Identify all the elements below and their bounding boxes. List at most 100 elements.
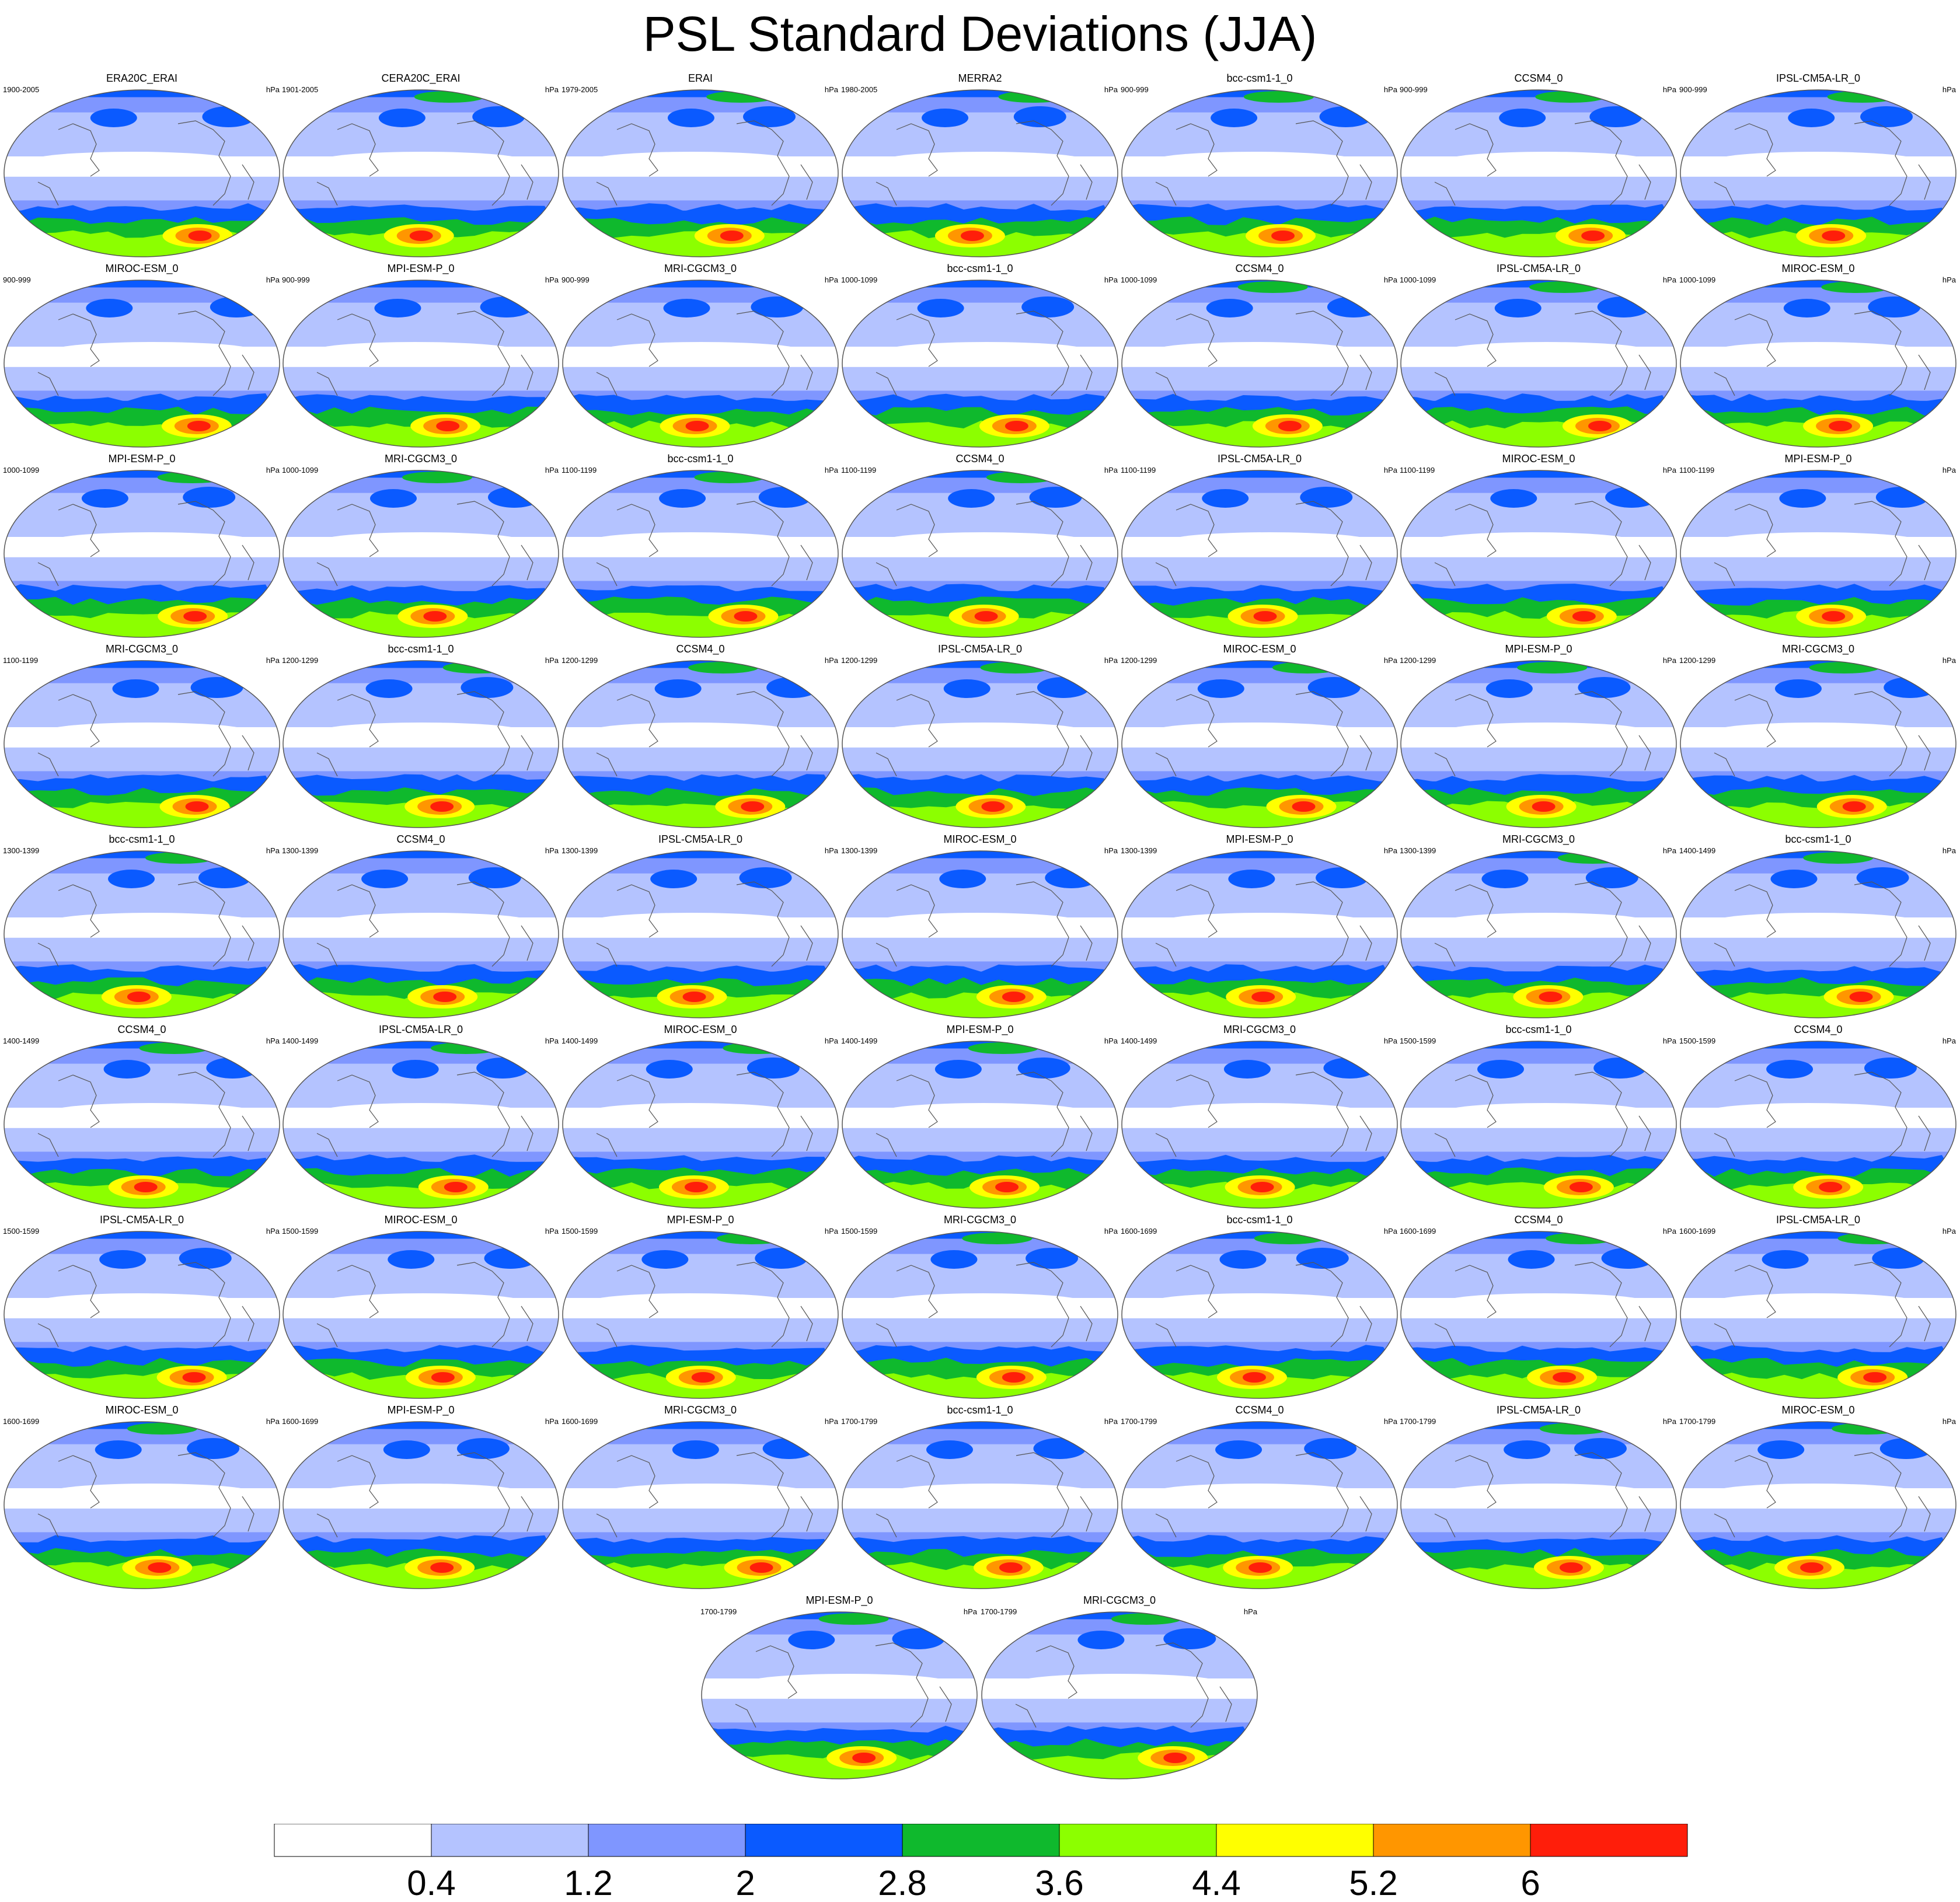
panel-title: MRI-CGCM3_0 [1781,643,1854,655]
map-panel: IPSL-CM5A-LR_0 1400-1499 hPa [282,1022,560,1209]
map-panel: IPSL-CM5A-LR_0 1000-1099 hPa [1400,261,1677,448]
map-graphic [4,1231,280,1399]
panel-years: 900-999 [3,275,31,284]
panel-units: hPa [1942,85,1956,94]
panel-title: CCSM4_0 [1514,72,1563,84]
panel-years: 1700-1799 [1400,1417,1436,1426]
map-graphic [562,1421,839,1589]
map-graphic [4,89,280,257]
panel-units: hPa [824,466,838,474]
panel-units: hPa [1942,846,1956,855]
panel-units: hPa [824,846,838,855]
map-graphic [562,89,839,257]
panel-units: hPa [824,1036,838,1045]
panel-units: hPa [1383,1417,1397,1426]
panel-years: 1600-1699 [3,1417,40,1426]
panel-units: hPa [1104,466,1118,474]
map-panel: MRI-CGCM3_0 1700-1799 hPa [981,1593,1258,1779]
panel-units: hPa [824,275,838,284]
map-panel: MIROC-ESM_0 1600-1699 hPa [3,1403,281,1589]
panel-title: CCSM4_0 [1235,263,1284,274]
panel-units: hPa [266,466,280,474]
colorbar-tick-label: 6 [1520,1863,1540,1902]
panel-units: hPa [1104,1036,1118,1045]
panel-title: ERAI [688,72,713,84]
panel-years: 1300-1399 [562,846,598,855]
map-graphic [842,1231,1118,1399]
panel-units: hPa [266,1036,280,1045]
map-panel: CCSM4_0 1500-1599 hPa [1679,1022,1957,1209]
panel-units: hPa [1942,466,1956,474]
map-panel: MRI-CGCM3_0 1200-1299 hPa [1679,642,1957,828]
panel-title: CCSM4_0 [396,833,445,845]
panel-title: IPSL-CM5A-LR_0 [378,1024,463,1035]
panel-units: hPa [824,85,838,94]
panel-title: bcc-csm1-1_0 [1226,1214,1293,1226]
colorbar-tick-label: 1.2 [564,1863,612,1902]
panel-years: 1901-2005 [282,85,319,94]
panel-years: 1400-1499 [3,1036,40,1045]
map-panel: MPI-ESM-P_0 1200-1299 hPa [1400,642,1677,828]
panel-years: 1000-1099 [841,275,878,284]
map-graphic [701,1611,978,1779]
map-graphic [842,89,1118,257]
panel-title: CCSM4_0 [676,643,725,655]
panel-years: 1400-1499 [282,1036,319,1045]
colorbar-swatch [1530,1824,1688,1857]
map-graphic [1680,660,1956,828]
map-panel: CCSM4_0 1400-1499 hPa [3,1022,281,1209]
panel-title: IPSL-CM5A-LR_0 [99,1214,184,1226]
map-graphic [1400,1231,1677,1399]
panel-title: ERA20C_ERAI [106,72,178,84]
panel-years: 1100-1199 [562,466,597,474]
map-graphic [4,660,280,828]
map-graphic [283,89,559,257]
panel-units: hPa [1942,1227,1956,1236]
panel-years: 900-999 [562,275,590,284]
panel-units: hPa [1662,656,1676,665]
map-panel: bcc-csm1-1_0 900-999 hPa [1121,71,1398,257]
panel-years: 1500-1599 [1400,1036,1436,1045]
map-panel: MPI-ESM-P_0 1300-1399 hPa [1121,832,1398,1018]
panel-units: hPa [1383,466,1397,474]
panel-title: IPSL-CM5A-LR_0 [1776,72,1861,84]
map-panel: MIROC-ESM_0 1400-1499 hPa [562,1022,839,1209]
map-graphic [283,1041,559,1209]
panel-units: hPa [266,846,280,855]
panel-years: 1700-1799 [1679,1417,1716,1426]
panel-years: 1200-1299 [1400,656,1436,665]
panel-units: hPa [824,1227,838,1236]
map-panel: ERA20C_ERAI 1900-2005 hPa [3,71,281,257]
panel-title: MRI-CGCM3_0 [664,263,737,274]
panel-units: hPa [545,275,559,284]
map-graphic [1680,850,1956,1018]
panel-title: CCSM4_0 [1235,1404,1284,1416]
colorbar-swatch [1059,1824,1217,1857]
panel-years: 1100-1199 [3,656,39,665]
map-panel: IPSL-CM5A-LR_0 1700-1799 hPa [1400,1403,1677,1589]
panel-title: MPI-ESM-P_0 [387,1404,455,1416]
panel-units: hPa [1383,275,1397,284]
map-panel: MRI-CGCM3_0 1300-1399 hPa [1400,832,1677,1018]
panel-units: hPa [545,1227,559,1236]
panel-units: hPa [545,1417,559,1426]
map-panel: MPI-ESM-P_0 1000-1099 hPa [3,452,281,638]
panel-years: 900-999 [1400,85,1428,94]
panel-years: 1100-1199 [1400,466,1435,474]
panel-years: 1300-1399 [1400,846,1436,855]
panel-years: 1000-1099 [1121,275,1157,284]
map-panel: IPSL-CM5A-LR_0 900-999 hPa [1679,71,1957,257]
panel-years: 1400-1499 [1121,1036,1157,1045]
panel-years: 1300-1399 [1121,846,1157,855]
panel-years: 1500-1599 [1679,1036,1716,1045]
map-panel: MERRA2 1980-2005 hPa [841,71,1119,257]
panel-title: CERA20C_ERAI [381,72,461,84]
panel-title: MPI-ESM-P_0 [1505,643,1572,655]
panel-years: 1100-1199 [1121,466,1156,474]
panel-title: bcc-csm1-1_0 [667,453,734,465]
map-panel: MIROC-ESM_0 1200-1299 hPa [1121,642,1398,828]
map-graphic [1121,280,1398,448]
map-panel: ERAI 1979-2005 hPa [562,71,839,257]
map-graphic [842,660,1118,828]
panel-units: hPa [1383,656,1397,665]
